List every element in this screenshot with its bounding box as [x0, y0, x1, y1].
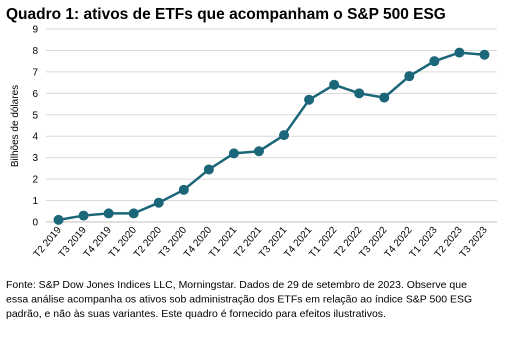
marker	[479, 49, 490, 60]
x-tick-label: T3 2023	[458, 225, 490, 261]
marker	[203, 164, 214, 175]
y-tick-label: 8	[32, 46, 38, 57]
y-tick-label: 1	[32, 196, 38, 207]
marker	[253, 146, 264, 157]
marker	[178, 184, 189, 195]
y-tick-label: 5	[32, 110, 38, 121]
marker	[228, 148, 239, 159]
y-tick-label: 6	[32, 89, 38, 100]
marker	[329, 79, 340, 90]
y-tick-label: 7	[32, 67, 38, 78]
y-tick-label: 9	[32, 25, 38, 36]
chart-title: Quadro 1: ativos de ETFs que acompanham …	[6, 6, 446, 23]
marker	[279, 130, 290, 141]
marker	[78, 210, 89, 221]
marker	[429, 56, 440, 67]
marker	[128, 208, 139, 219]
y-tick-label: 4	[32, 132, 38, 143]
source-note: Fonte: S&P Dow Jones Indices LLC, Mornin…	[6, 279, 467, 291]
y-axis-label: Bilhões de dólares	[10, 85, 21, 167]
marker	[53, 214, 64, 225]
marker	[379, 92, 390, 103]
y-tick-label: 3	[32, 153, 38, 164]
source-note: padrão, e não às suas variantes. Este qu…	[6, 308, 386, 320]
marker	[304, 94, 315, 105]
source-note: essa análise acompanha os ativos sob adm…	[6, 294, 472, 306]
marker	[404, 71, 415, 82]
y-tick-label: 0	[32, 218, 38, 229]
y-tick-label: 2	[32, 175, 38, 186]
marker	[454, 47, 465, 58]
marker	[153, 197, 164, 208]
marker	[103, 208, 114, 219]
marker	[354, 88, 365, 99]
